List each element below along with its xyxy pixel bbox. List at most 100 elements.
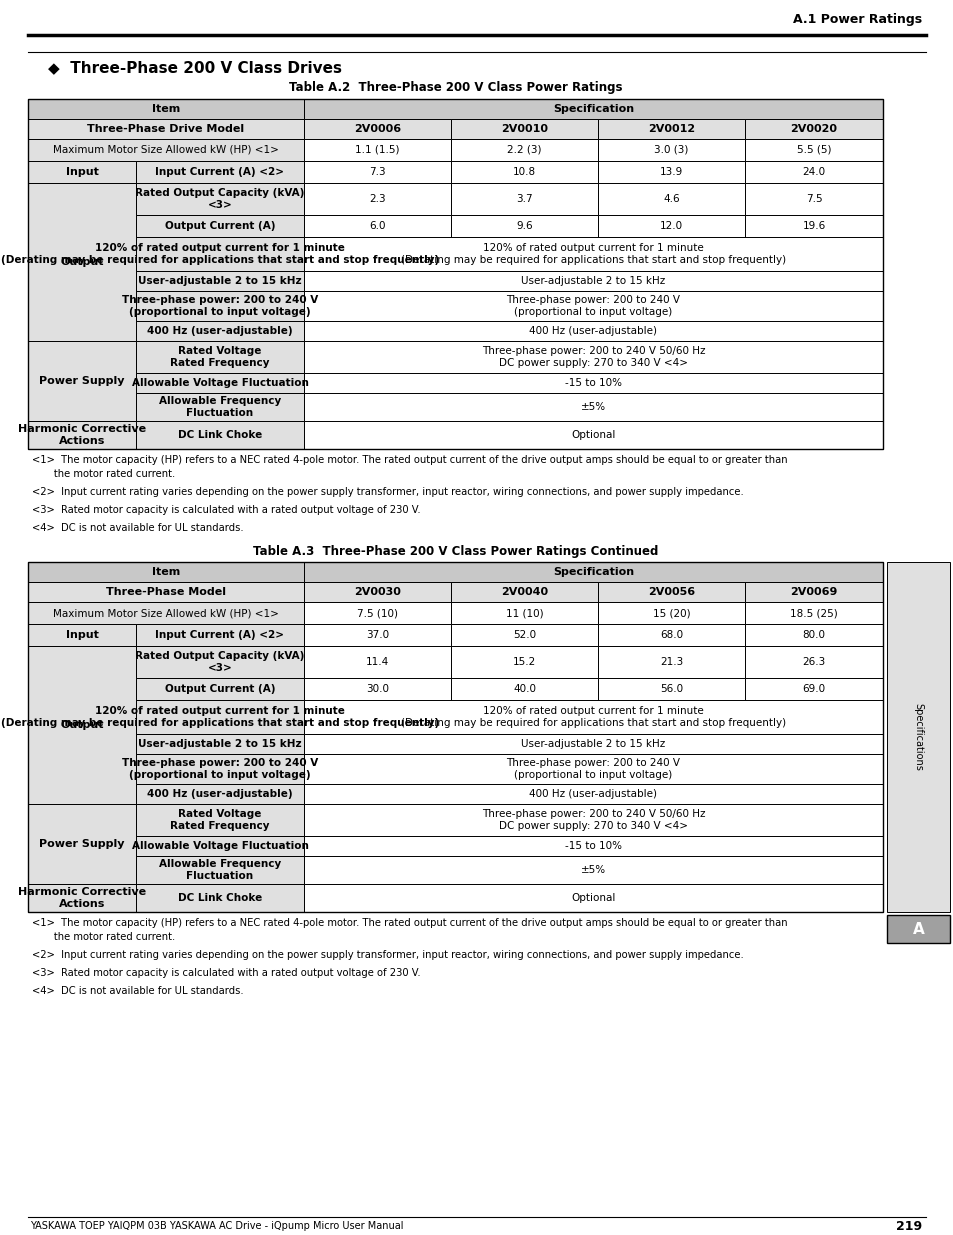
Bar — [304, 624, 451, 646]
Text: 120% of rated output current for 1 minute
(Derating may be required for applicat: 120% of rated output current for 1 minut… — [400, 243, 785, 266]
Text: -15 to 10%: -15 to 10% — [564, 378, 621, 388]
Bar — [744, 183, 882, 215]
Bar — [744, 646, 882, 678]
Bar — [304, 99, 882, 119]
Text: 2V0069: 2V0069 — [789, 587, 837, 597]
Bar — [28, 562, 304, 582]
Bar — [304, 784, 882, 804]
Text: Allowable Frequency
Fluctuation: Allowable Frequency Fluctuation — [159, 858, 281, 882]
Text: 24.0: 24.0 — [801, 167, 824, 177]
Bar — [304, 856, 882, 884]
Bar — [744, 140, 882, 161]
Text: 5.5 (5): 5.5 (5) — [796, 144, 830, 156]
Bar — [304, 582, 451, 601]
Bar — [744, 161, 882, 183]
Bar — [28, 119, 304, 140]
Bar — [136, 270, 304, 291]
Bar — [598, 161, 744, 183]
Text: Rated Output Capacity (kVA)
<3>: Rated Output Capacity (kVA) <3> — [135, 651, 304, 673]
Text: 11.4: 11.4 — [366, 657, 389, 667]
Text: Allowable Voltage Fluctuation: Allowable Voltage Fluctuation — [132, 378, 308, 388]
Text: 7.5: 7.5 — [805, 194, 821, 204]
Bar — [598, 183, 744, 215]
Text: 2V0030: 2V0030 — [354, 587, 400, 597]
Text: 13.9: 13.9 — [659, 167, 682, 177]
Text: 3.0 (3): 3.0 (3) — [654, 144, 688, 156]
Bar — [136, 421, 304, 450]
Text: 10.8: 10.8 — [513, 167, 536, 177]
Text: Item: Item — [152, 567, 180, 577]
Text: 26.3: 26.3 — [801, 657, 824, 667]
Bar — [136, 784, 304, 804]
Bar — [28, 99, 304, 119]
Text: <3>  Rated motor capacity is calculated with a rated output voltage of 230 V.: <3> Rated motor capacity is calculated w… — [32, 505, 420, 515]
Bar — [451, 119, 598, 140]
Text: 4.6: 4.6 — [662, 194, 679, 204]
Bar — [136, 237, 304, 270]
Bar — [28, 562, 882, 911]
Text: Three-phase power: 200 to 240 V 50/60 Hz
DC power supply: 270 to 340 V <4>: Three-phase power: 200 to 240 V 50/60 Hz… — [481, 809, 704, 831]
Text: YASKAWA TOEP YAIQPM 03B YASKAWA AC Drive - iQpump Micro User Manual: YASKAWA TOEP YAIQPM 03B YASKAWA AC Drive… — [30, 1221, 403, 1231]
Text: Specifications: Specifications — [913, 703, 923, 771]
Text: User-adjustable 2 to 15 kHz: User-adjustable 2 to 15 kHz — [521, 739, 665, 748]
Bar — [304, 270, 882, 291]
Text: Maximum Motor Size Allowed kW (HP) <1>: Maximum Motor Size Allowed kW (HP) <1> — [53, 144, 278, 156]
Text: Optional: Optional — [571, 430, 615, 440]
Text: ◆  Three-Phase 200 V Class Drives: ◆ Three-Phase 200 V Class Drives — [48, 61, 341, 75]
Text: 11 (10): 11 (10) — [505, 608, 543, 618]
Text: 2.2 (3): 2.2 (3) — [507, 144, 541, 156]
Bar — [304, 291, 882, 321]
Text: Rated Voltage
Rated Frequency: Rated Voltage Rated Frequency — [170, 346, 270, 368]
Text: 40.0: 40.0 — [513, 684, 536, 694]
Text: -15 to 10%: -15 to 10% — [564, 841, 621, 851]
Text: Allowable Voltage Fluctuation: Allowable Voltage Fluctuation — [132, 841, 308, 851]
Bar — [28, 804, 136, 884]
Bar — [451, 601, 598, 624]
Bar — [28, 161, 136, 183]
Bar — [304, 646, 451, 678]
Text: 2.3: 2.3 — [369, 194, 385, 204]
Bar — [304, 804, 882, 836]
Text: Input: Input — [66, 167, 98, 177]
Bar — [744, 601, 882, 624]
Text: 400 Hz (user-adjustable): 400 Hz (user-adjustable) — [147, 789, 293, 799]
Text: <1>  The motor capacity (HP) refers to a NEC rated 4-pole motor. The rated outpu: <1> The motor capacity (HP) refers to a … — [32, 454, 787, 479]
Text: 19.6: 19.6 — [801, 221, 824, 231]
Bar — [451, 582, 598, 601]
Text: Power Supply: Power Supply — [39, 839, 125, 848]
Text: 2V0012: 2V0012 — [647, 124, 695, 135]
Bar — [451, 678, 598, 700]
Bar — [136, 755, 304, 784]
Bar — [304, 755, 882, 784]
Text: Rated Output Capacity (kVA)
<3>: Rated Output Capacity (kVA) <3> — [135, 188, 304, 210]
Text: A.1 Power Ratings: A.1 Power Ratings — [792, 14, 921, 26]
Bar — [136, 646, 304, 678]
Text: Power Supply: Power Supply — [39, 375, 125, 387]
Text: Optional: Optional — [571, 893, 615, 903]
Text: Item: Item — [152, 104, 180, 114]
Bar — [744, 119, 882, 140]
Bar — [304, 215, 451, 237]
Text: A: A — [912, 921, 923, 936]
Text: 400 Hz (user-adjustable): 400 Hz (user-adjustable) — [147, 326, 293, 336]
Text: <2>  Input current rating varies depending on the power supply transformer, inpu: <2> Input current rating varies dependin… — [32, 950, 743, 960]
Text: User-adjustable 2 to 15 kHz: User-adjustable 2 to 15 kHz — [521, 275, 665, 287]
Bar — [598, 119, 744, 140]
Text: 2V0010: 2V0010 — [500, 124, 547, 135]
Bar — [598, 140, 744, 161]
Text: 120% of rated output current for 1 minute
(Derating may be required for applicat: 120% of rated output current for 1 minut… — [1, 243, 438, 266]
Bar — [304, 393, 882, 421]
Text: 15 (20): 15 (20) — [652, 608, 690, 618]
Text: Input Current (A) <2>: Input Current (A) <2> — [155, 167, 284, 177]
Bar — [304, 237, 882, 270]
Text: 219: 219 — [895, 1219, 921, 1233]
Text: DC Link Choke: DC Link Choke — [177, 430, 262, 440]
Text: 18.5 (25): 18.5 (25) — [789, 608, 837, 618]
Bar — [304, 373, 882, 393]
Bar — [136, 291, 304, 321]
Bar — [451, 215, 598, 237]
Text: Harmonic Corrective
Actions: Harmonic Corrective Actions — [18, 887, 146, 909]
Text: <2>  Input current rating varies depending on the power supply transformer, inpu: <2> Input current rating varies dependin… — [32, 487, 743, 496]
Bar — [136, 215, 304, 237]
Bar — [28, 140, 304, 161]
